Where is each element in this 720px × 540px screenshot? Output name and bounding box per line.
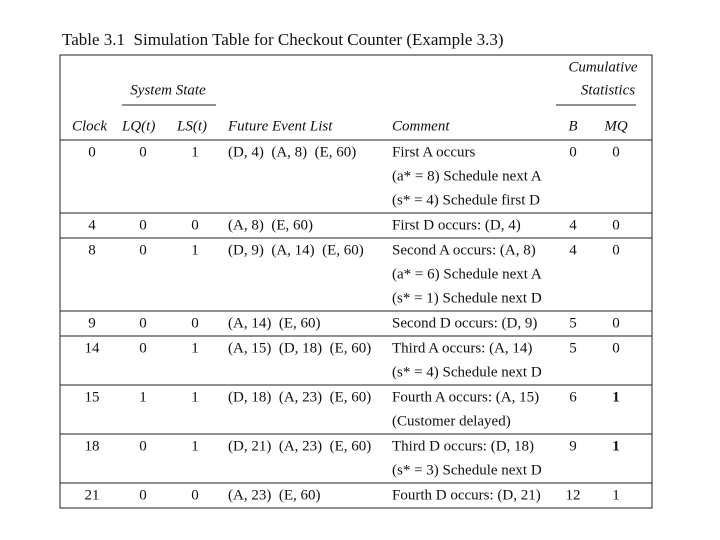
table-cell: 0 [612, 217, 620, 233]
table-cell: 14 [85, 340, 101, 356]
table-cell: 1 [612, 438, 620, 454]
table-cell: (A, 15) (D, 18) (E, 60) [228, 340, 371, 356]
table-cell: 0 [88, 144, 96, 160]
table-cell: 0 [191, 315, 199, 331]
table-cell: 0 [139, 144, 147, 160]
table-cell: 4 [569, 217, 577, 233]
comment-line: Second A occurs: (A, 8) [392, 242, 536, 258]
table-cell: 5 [569, 340, 577, 356]
table-frame [59, 54, 653, 509]
table-cell: 15 [85, 389, 100, 405]
table-cell: 0 [612, 315, 620, 331]
column-header: Future Event List [227, 118, 333, 134]
table-cell: 1 [191, 242, 199, 258]
comment-line: First D occurs: (D, 4) [392, 217, 521, 233]
table-cell: (A, 8) (E, 60) [228, 217, 313, 233]
table-cell: (D, 4) (A, 8) (E, 60) [228, 144, 356, 160]
comment-line: Third A occurs: (A, 14) [392, 340, 532, 356]
comment-line: (Customer delayed) [392, 413, 511, 429]
table-cell: 0 [569, 144, 577, 160]
table-cell: (A, 23) (E, 60) [228, 487, 320, 503]
table-title: Table 3.1 Simulation Table for Checkout … [62, 30, 504, 49]
table-cell: 0 [612, 340, 620, 356]
table-cell: 6 [569, 389, 577, 405]
comment-line: (s* = 3) Schedule next D [392, 462, 542, 478]
table-cell: 18 [85, 438, 100, 454]
table-cell: 0 [139, 242, 147, 258]
comment-line: Second D occurs: (D, 9) [392, 315, 537, 331]
table-cell: 8 [88, 242, 96, 258]
table-cell: 1 [191, 340, 199, 356]
comment-line: (s* = 1) Schedule next D [392, 290, 542, 306]
column-header: MQ [603, 118, 627, 134]
table-cell: (D, 9) (A, 14) (E, 60) [228, 242, 364, 258]
group-header: System State [130, 82, 206, 98]
table-cell: 0 [612, 242, 620, 258]
table-cell: 1 [612, 389, 620, 405]
comment-line: Fourth A occurs: (A, 15) [392, 389, 539, 405]
table-cell: 9 [569, 438, 577, 454]
column-header: LS(t) [176, 118, 207, 134]
table-cell: (D, 18) (A, 23) (E, 60) [228, 389, 371, 405]
column-header: B [568, 118, 577, 134]
table-cell: 12 [566, 487, 581, 503]
table-cell: 4 [88, 217, 96, 233]
table-cell: 5 [569, 315, 577, 331]
column-header: LQ(t) [121, 118, 155, 134]
comment-line: Third D occurs: (D, 18) [392, 438, 534, 454]
column-header: Clock [72, 118, 107, 134]
column-header: Comment [392, 118, 450, 134]
table-cell: 21 [85, 487, 100, 503]
table-cell: 0 [139, 340, 147, 356]
table-cell: 0 [612, 144, 620, 160]
table-cell: (D, 21) (A, 23) (E, 60) [228, 438, 371, 454]
comment-line: (a* = 8) Schedule next A [392, 168, 542, 184]
table-cell: 1 [139, 389, 147, 405]
comment-line: First A occurs [392, 144, 475, 160]
group-header: Cumulative [568, 59, 637, 75]
comment-line: Fourth D occurs: (D, 21) [392, 487, 541, 503]
comment-line: (s* = 4) Schedule next D [392, 364, 542, 380]
table-cell: 1 [191, 389, 199, 405]
table-cell: 0 [191, 217, 199, 233]
table-cell: 0 [139, 217, 147, 233]
table-cell: (A, 14) (E, 60) [228, 315, 320, 331]
table-cell: 9 [88, 315, 96, 331]
table-cell: 0 [139, 487, 147, 503]
comment-line: (a* = 6) Schedule next A [392, 266, 542, 282]
table-cell: 1 [612, 487, 620, 503]
group-header: Statistics [581, 82, 635, 98]
table-cell: 0 [139, 315, 147, 331]
table-cell: 4 [569, 242, 577, 258]
table-cell: 1 [191, 144, 199, 160]
comment-line: (s* = 4) Schedule first D [392, 192, 540, 208]
table-cell: 0 [191, 487, 199, 503]
table-cell: 1 [191, 438, 199, 454]
table-cell: 0 [139, 438, 147, 454]
